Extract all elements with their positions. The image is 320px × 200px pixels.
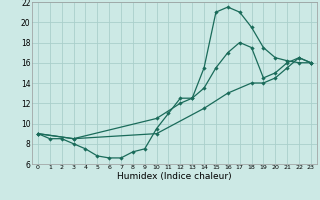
X-axis label: Humidex (Indice chaleur): Humidex (Indice chaleur) [117, 172, 232, 181]
